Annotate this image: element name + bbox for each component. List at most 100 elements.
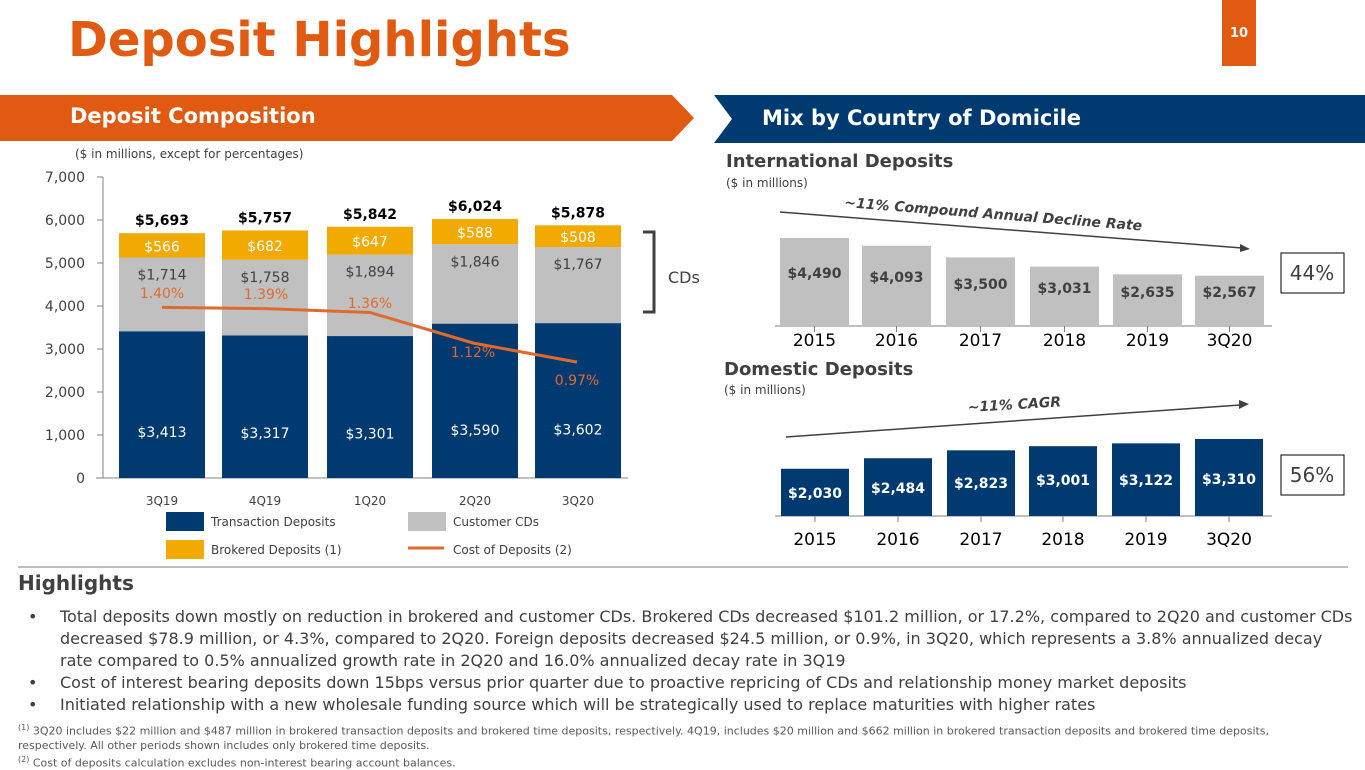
bar-value-label: $588 bbox=[457, 226, 493, 242]
highlights-list: • Total deposits down mostly on reduction… bbox=[28, 606, 1358, 716]
x-tick-label: 2016 bbox=[876, 530, 919, 550]
cds-label: CDs bbox=[668, 268, 700, 287]
deposit-composition-banner bbox=[0, 95, 694, 141]
x-tick-label: 3Q19 bbox=[146, 494, 178, 508]
bar bbox=[1029, 446, 1097, 516]
bar-value-label: $3,602 bbox=[554, 423, 603, 439]
bullet-text: Total deposits down mostly on reduction … bbox=[60, 607, 1353, 670]
deposit-composition-chart: 0 1,000 2,000 3,000 4,000 5,000 6,000 7,000 $3,4… bbox=[45, 170, 700, 559]
bar bbox=[862, 245, 931, 326]
y-tick-label: 2,000 bbox=[45, 385, 85, 401]
y-tick-label: 6,000 bbox=[45, 213, 85, 229]
bar-segment-brokered-deposits- bbox=[327, 226, 413, 255]
cost-of-deposits-label: 0.97% bbox=[555, 373, 599, 389]
x-tick-label: 2017 bbox=[959, 331, 1002, 351]
bar-value-label: $1,758 bbox=[241, 270, 290, 286]
bar-value-label: $3,122 bbox=[1119, 473, 1173, 489]
bullet-icon: • bbox=[28, 673, 38, 692]
bar-total-label: $6,024 bbox=[448, 199, 502, 215]
bar-total-label: $5,757 bbox=[238, 210, 292, 226]
international-deposits-title: International Deposits bbox=[726, 151, 954, 172]
bar-total-label: $5,693 bbox=[135, 213, 189, 229]
bar-value-label: $3,001 bbox=[1036, 473, 1090, 489]
cost-of-deposits-label: 1.40% bbox=[140, 286, 184, 302]
legend-swatch bbox=[166, 512, 204, 531]
bar bbox=[946, 257, 1015, 326]
bar-value-label: $3,413 bbox=[138, 425, 187, 441]
x-tick-label: 2019 bbox=[1126, 331, 1169, 351]
legend-label: Brokered Deposits (1) bbox=[211, 543, 342, 557]
bar bbox=[1112, 443, 1180, 516]
bar-value-label: $566 bbox=[144, 239, 180, 255]
footnote-marker: (2) bbox=[18, 754, 30, 764]
bar-segment-brokered-deposits- bbox=[222, 230, 308, 260]
bar-value-label: $1,846 bbox=[451, 254, 500, 270]
bar-value-label: $682 bbox=[247, 239, 283, 255]
x-tick-label: 2016 bbox=[875, 331, 918, 351]
x-tick-label: 3Q20 bbox=[562, 494, 594, 508]
bar-value-label: $3,500 bbox=[953, 277, 1007, 293]
bar-segment-brokered-deposits- bbox=[432, 218, 518, 245]
bar bbox=[780, 238, 849, 326]
bar bbox=[1195, 439, 1263, 516]
x-tick-label: 2018 bbox=[1043, 331, 1086, 351]
x-tick-label: 2015 bbox=[793, 331, 836, 351]
x-tick-label: 3Q20 bbox=[1207, 331, 1253, 351]
share-label: 56% bbox=[1290, 463, 1334, 487]
footnote-marker: (1) bbox=[18, 723, 30, 732]
mix-by-country-heading: Mix by Country of Domicile bbox=[762, 106, 1082, 130]
legend-swatch bbox=[408, 512, 446, 531]
bar-value-label: $3,031 bbox=[1037, 281, 1091, 297]
bar-value-label: $4,490 bbox=[787, 266, 841, 282]
y-tick-label: 4,000 bbox=[45, 299, 85, 315]
x-tick-label: 2018 bbox=[1041, 530, 1084, 550]
section-divider bbox=[18, 566, 1348, 568]
bar bbox=[1195, 275, 1264, 326]
mix-by-country-banner bbox=[714, 95, 1365, 143]
bullet-icon: • bbox=[28, 607, 38, 626]
cost-of-deposits-line bbox=[161, 305, 578, 364]
legend-label: Transaction Deposits bbox=[210, 515, 336, 529]
international-deposits-chart: $4,490 2015 $4,093 2016 $3,500 2017 $3,031 2018… bbox=[775, 195, 1345, 351]
footnote-text: 3Q20 includes $22 million and $487 milli… bbox=[18, 724, 1270, 752]
bullet-text: Initiated relationship with a new wholes… bbox=[60, 695, 1096, 714]
bar-value-label: $1,714 bbox=[138, 268, 187, 284]
bar bbox=[1113, 274, 1182, 326]
bar-segment-brokered-deposits- bbox=[535, 225, 621, 248]
highlight-bullet: • Cost of interest bearing deposits down … bbox=[28, 672, 1358, 694]
x-tick-label: 4Q19 bbox=[249, 494, 281, 508]
domestic-deposits-chart: $2,030 2015 $2,484 2016 $2,823 2017 $3,001 2018… bbox=[775, 394, 1345, 550]
bar-value-label: $3,317 bbox=[241, 426, 290, 442]
bar-value-label: $508 bbox=[560, 230, 596, 246]
trend-arrow-line bbox=[785, 404, 1241, 438]
page-number-badge: 10 bbox=[1222, 0, 1256, 66]
trend-label: ~11% CAGR bbox=[967, 394, 1061, 416]
bar-value-label: $1,894 bbox=[346, 265, 395, 281]
share-label: 44% bbox=[1290, 261, 1334, 285]
y-tick-label: 3,000 bbox=[45, 342, 85, 358]
bar-value-label: $4,093 bbox=[869, 270, 923, 286]
bar-value-label: $2,030 bbox=[788, 486, 842, 502]
bar-total-label: $5,878 bbox=[551, 205, 605, 221]
y-tick-label: 0 bbox=[76, 471, 85, 487]
bar bbox=[1030, 266, 1099, 326]
y-tick-label: 5,000 bbox=[45, 256, 85, 272]
bar-segment-transaction-deposits bbox=[535, 323, 621, 478]
x-tick-label: 1Q20 bbox=[354, 494, 386, 508]
share-box bbox=[1280, 252, 1345, 294]
cost-of-deposits-label: 1.36% bbox=[348, 296, 392, 312]
deposit-composition-heading: Deposit Composition bbox=[70, 104, 316, 128]
bar-value-label: $3,301 bbox=[346, 426, 395, 442]
bar-value-label: $2,635 bbox=[1120, 285, 1174, 301]
highlights-title: Highlights bbox=[18, 571, 134, 595]
trend-arrow-head-icon bbox=[1240, 244, 1250, 252]
trend-arrow-head-icon bbox=[1239, 400, 1249, 409]
bar-segment-customer-cds bbox=[222, 259, 308, 336]
bar bbox=[947, 450, 1015, 516]
legend-label: Customer CDs bbox=[453, 515, 539, 529]
bar-value-label: $2,823 bbox=[954, 476, 1008, 492]
trend-arrow-line bbox=[779, 211, 1243, 249]
footnote: (2) Cost of deposits calculation exclude… bbox=[18, 753, 1338, 770]
bar bbox=[864, 458, 932, 516]
bar-total-label: $5,842 bbox=[343, 207, 397, 223]
